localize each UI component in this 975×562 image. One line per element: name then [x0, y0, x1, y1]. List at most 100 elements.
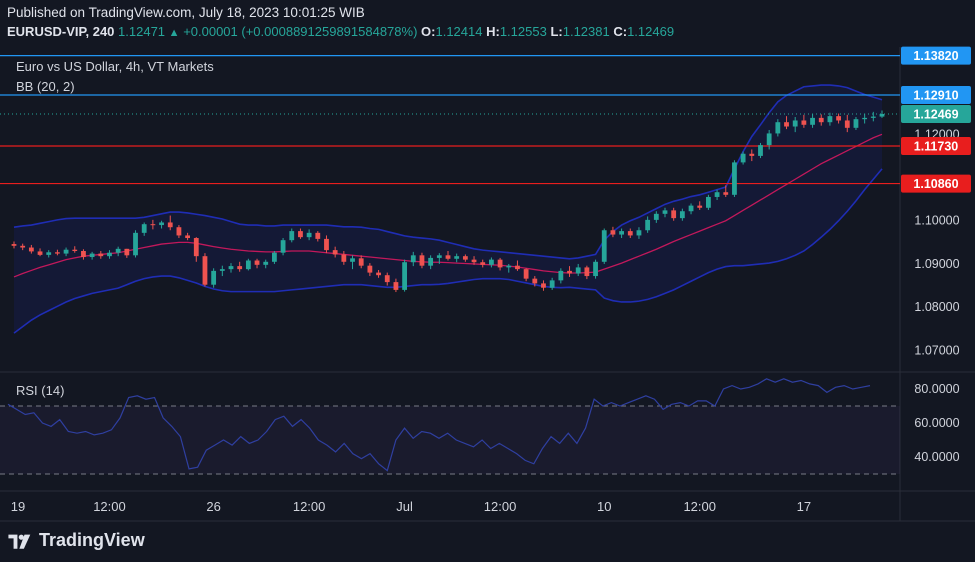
candle-body: [870, 116, 876, 118]
candle: [193, 237, 199, 262]
chart-title[interactable]: Euro vs US Dollar, 4h, VT Markets: [16, 59, 214, 74]
candle-body: [515, 265, 520, 270]
last-price-tag-bg: [901, 105, 971, 124]
price-tick-label: 1.08000: [914, 300, 959, 314]
candle: [176, 225, 182, 239]
candle-body: [636, 230, 642, 236]
brand-name: TradingView: [39, 530, 145, 550]
candle-body: [853, 119, 859, 128]
candle: [610, 226, 616, 238]
candle-body: [653, 213, 659, 220]
candle-body: [697, 205, 703, 208]
rsi-band-fill: [0, 406, 900, 474]
candle-body: [827, 116, 833, 123]
candle-body: [454, 256, 460, 259]
candle: [272, 250, 277, 264]
level-tag-label: 1.12910: [913, 88, 958, 102]
candle-body: [558, 270, 564, 281]
last-price-tag: 1.12469: [901, 105, 971, 124]
candle: [497, 257, 503, 271]
candle-body: [480, 262, 486, 265]
symbol-info: EURUSD-VIP, 240 1.12471 ▲ +0.00001 (+0.0…: [7, 24, 674, 39]
price-levels: [0, 55, 900, 185]
candle: [341, 250, 347, 265]
price-tick-label: 1.07000: [914, 343, 959, 357]
candle: [593, 259, 598, 279]
candle: [98, 250, 104, 259]
candle-body: [167, 222, 173, 228]
candle-body: [593, 261, 598, 277]
candle: [237, 261, 243, 272]
candle-body: [532, 278, 538, 284]
candle: [784, 116, 789, 130]
candle-body: [567, 270, 572, 274]
candle-body: [141, 224, 147, 233]
candle: [697, 201, 703, 210]
price-axis[interactable]: 1.120001.100001.090001.080001.0700080.00…: [901, 46, 971, 464]
last-price: 1.12471: [118, 24, 166, 39]
candle: [63, 247, 69, 257]
candle: [419, 252, 425, 269]
bb-basis-line: [13, 133, 883, 278]
candle-body: [619, 231, 624, 235]
time-axis[interactable]: 19 12:00 26 12:00 Jul 12:00 10 12:00 17: [11, 499, 811, 514]
open-label: O:: [421, 24, 436, 39]
candle: [462, 254, 468, 262]
candle-body: [601, 230, 607, 262]
bb-legend[interactable]: BB (20, 2): [16, 79, 75, 94]
level-tag-label: 1.11730: [914, 139, 959, 153]
candle: [89, 251, 95, 260]
tradingview-logo-icon: [8, 534, 31, 549]
candle: [28, 244, 34, 254]
candle-body: [133, 232, 138, 256]
rsi-legend[interactable]: RSI (14): [16, 383, 65, 398]
rsi-tick-label: 60.0000: [914, 416, 959, 430]
candle: [706, 194, 711, 210]
symbol-name[interactable]: EURUSD-VIP, 240: [7, 24, 115, 39]
candle: [254, 258, 260, 269]
candle: [679, 208, 685, 221]
level-tag-bg: [901, 46, 971, 65]
candle: [454, 253, 460, 263]
candle: [862, 113, 868, 124]
candle-body: [410, 255, 416, 263]
candle: [870, 111, 876, 122]
candle: [758, 142, 763, 159]
candle: [558, 268, 564, 284]
candle-body: [758, 145, 763, 156]
grid: [0, 47, 975, 522]
candle: [740, 151, 746, 165]
candle: [72, 246, 78, 253]
level-tag-bg: [901, 136, 971, 155]
candle: [280, 238, 286, 256]
candle-body: [766, 133, 772, 146]
low-label: L:: [550, 24, 563, 39]
candle-body: [28, 247, 34, 252]
candle: [384, 272, 390, 286]
candle: [818, 114, 824, 126]
candle-body: [115, 248, 121, 253]
level-tag-label: 1.10860: [913, 177, 958, 191]
candle: [202, 253, 208, 287]
candle-body: [801, 120, 807, 125]
candle: [393, 278, 399, 293]
time-tick-label: 17: [797, 499, 811, 514]
candle: [159, 220, 164, 229]
candle: [732, 160, 737, 197]
candle-body: [436, 255, 442, 258]
candle: [402, 259, 407, 292]
tradingview-logo[interactable]: TradingView: [7, 530, 145, 551]
candle: [549, 277, 555, 290]
candle-body: [272, 252, 277, 262]
candle: [480, 259, 486, 268]
price-tick-label: 1.09000: [914, 257, 959, 271]
candle-body: [879, 113, 885, 117]
candle: [324, 235, 329, 254]
level-price-tag: 1.11730: [901, 136, 971, 155]
candle-body: [645, 219, 651, 231]
candle: [150, 219, 156, 230]
candle: [263, 259, 269, 269]
candle-body: [219, 269, 225, 271]
candle: [636, 227, 642, 239]
